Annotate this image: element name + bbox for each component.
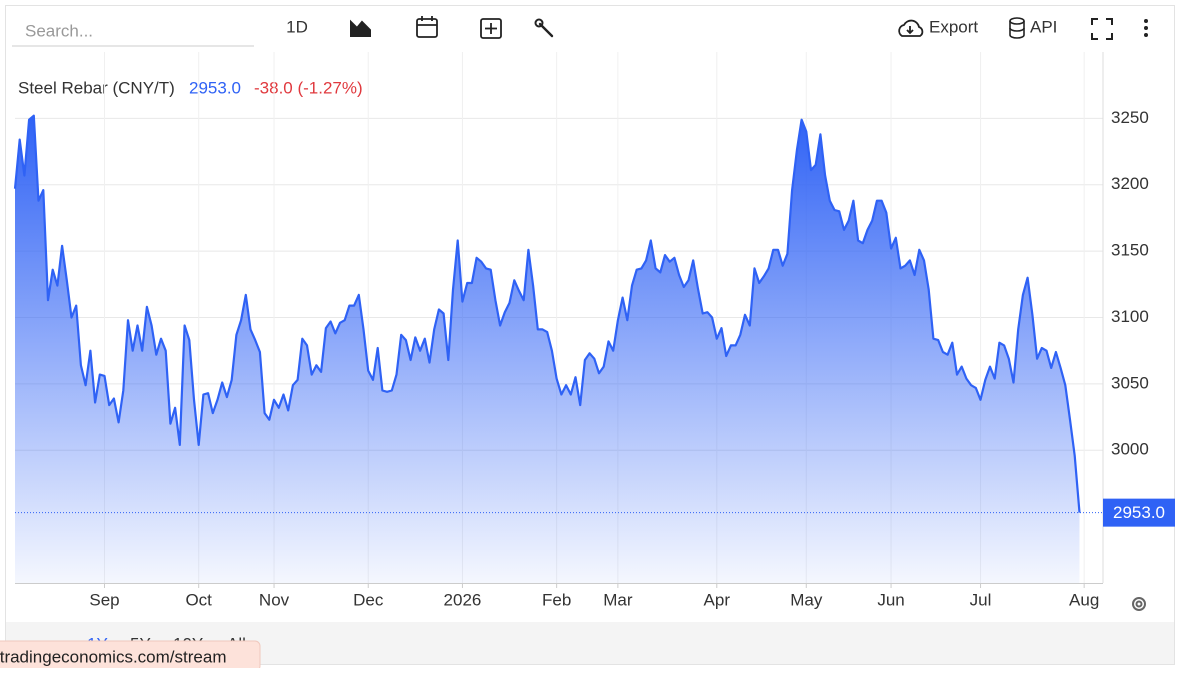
y-tick-label: 3150 (1111, 241, 1149, 260)
price-line (13, 114, 1081, 513)
y-tick-label: 3200 (1111, 174, 1149, 193)
y-tick-label: 3100 (1111, 307, 1149, 326)
x-tick-label: Mar (603, 590, 633, 609)
compare-icon[interactable] (480, 18, 502, 39)
x-tick-label: Aug (1069, 590, 1099, 609)
price-change: -38.0 (-1.27%) (254, 78, 363, 97)
x-tick-label: Oct (185, 590, 212, 609)
calendar-icon[interactable] (416, 16, 438, 38)
export-button[interactable]: Export (929, 17, 978, 36)
y-tick-label: 3050 (1111, 373, 1149, 392)
x-tick-label: Apr (704, 590, 731, 609)
x-tick-label: Nov (259, 590, 290, 609)
more-menu-icon[interactable] (1144, 19, 1148, 37)
api-button[interactable]: API (1030, 17, 1057, 36)
fullscreen-icon[interactable] (1091, 18, 1113, 40)
x-tick-label: Feb (542, 590, 571, 609)
x-tick-label: Jul (970, 590, 992, 609)
y-tick-label: 3250 (1111, 108, 1149, 127)
status-url: /tradingeconomics.com/stream (0, 647, 226, 666)
series-name: Steel Rebar (CNY/T) (18, 78, 175, 97)
last-value-badge (1103, 498, 1175, 527)
settings-wrench-icon[interactable] (534, 18, 554, 38)
y-tick-label: 3000 (1111, 440, 1149, 459)
plot-area (13, 52, 1103, 583)
last-price: 2953.0 (189, 78, 241, 97)
interval-button[interactable]: 1D (286, 17, 308, 36)
x-tick-label: May (790, 590, 823, 609)
api-icon[interactable] (1009, 17, 1025, 39)
last-value-label: 2953.0 (1113, 503, 1165, 522)
search-box[interactable]: Search... (25, 21, 93, 40)
export-icon[interactable] (898, 19, 924, 37)
x-tick-label: Sep (89, 590, 119, 609)
area-fill (15, 115, 1080, 583)
x-tick-label: Dec (353, 590, 384, 609)
x-tick-label: 2026 (444, 590, 482, 609)
x-tick-label: Jun (877, 590, 904, 609)
chart-type-icon[interactable] (350, 19, 371, 37)
gear-icon[interactable] (1132, 597, 1146, 611)
